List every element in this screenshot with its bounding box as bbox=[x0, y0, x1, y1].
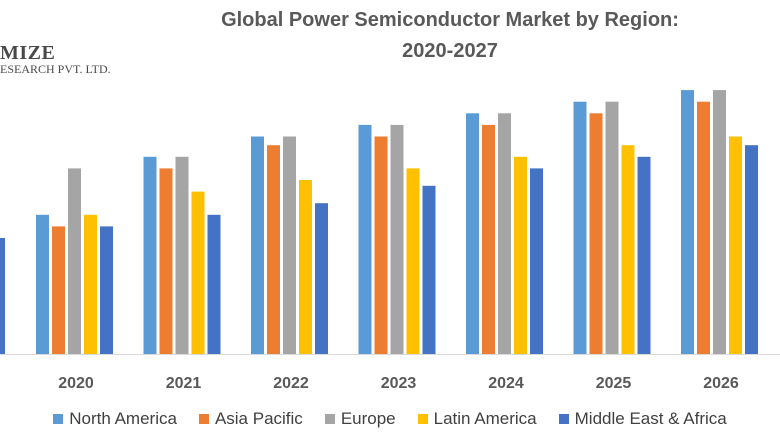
bar-2022-north-america bbox=[251, 136, 264, 354]
legend-item: Europe bbox=[324, 409, 396, 429]
bar-2022-asia-pacific bbox=[267, 145, 280, 354]
bar-2022-latin-america bbox=[299, 180, 312, 354]
bar-2021-asia-pacific bbox=[159, 168, 173, 354]
x-tick-label: 2023 bbox=[381, 375, 417, 392]
bar-2025-north-america bbox=[573, 101, 587, 354]
logo-subtitle: ESEARCH PVT. LTD. bbox=[0, 62, 111, 76]
x-tick-label: 2021 bbox=[166, 375, 202, 392]
legend-label: Latin America bbox=[433, 409, 537, 428]
legend-swatch bbox=[417, 414, 428, 424]
bar-partial-middle-east-africa bbox=[0, 238, 5, 354]
x-tick-label: 2026 bbox=[703, 375, 739, 392]
bar-2020-asia-pacific bbox=[52, 226, 65, 354]
chart-title: Global Power Semiconductor Market by Reg… bbox=[221, 9, 679, 62]
bar-2022-middle-east-africa bbox=[315, 203, 328, 354]
bar-2024-asia-pacific bbox=[482, 124, 495, 355]
bar-2023-middle-east-africa bbox=[422, 185, 436, 354]
bar-2021-north-america bbox=[143, 156, 157, 354]
bar-2023-europe bbox=[390, 124, 404, 355]
bar-2023-asia-pacific bbox=[374, 136, 388, 354]
bar-2023-latin-america bbox=[406, 168, 420, 354]
x-tick-label: 2024 bbox=[488, 375, 524, 392]
bar-2025-latin-america bbox=[621, 145, 635, 354]
x-tick-label: 2025 bbox=[596, 375, 632, 392]
legend-swatch bbox=[53, 414, 64, 424]
bar-2021-middle-east-africa bbox=[207, 214, 221, 354]
bar-2025-middle-east-africa bbox=[637, 156, 651, 354]
x-tick-label: 2022 bbox=[273, 375, 309, 392]
bar-2026-north-america bbox=[681, 90, 694, 354]
x-tick-label: 2020 bbox=[58, 375, 94, 392]
bar-2021-europe bbox=[175, 156, 189, 354]
bar-2020-north-america bbox=[36, 214, 49, 354]
bar-2025-europe bbox=[605, 101, 619, 354]
bar-2026-europe bbox=[713, 90, 726, 354]
legend-label: Middle East & Africa bbox=[574, 409, 727, 428]
bar-2022-europe bbox=[283, 136, 296, 354]
bar-2026-latin-america bbox=[729, 136, 742, 354]
legend-item: Middle East & Africa bbox=[558, 409, 727, 429]
company-logo: MIZE ESEARCH PVT. LTD. bbox=[0, 40, 120, 80]
bar-2024-north-america bbox=[466, 113, 479, 354]
bar-2026-asia-pacific bbox=[697, 101, 710, 354]
bar-2024-latin-america bbox=[514, 156, 527, 354]
bar-2020-europe bbox=[68, 168, 81, 354]
bar-2023-north-america bbox=[358, 124, 372, 355]
legend-swatch bbox=[558, 414, 569, 424]
legend-label: Europe bbox=[340, 409, 396, 428]
bar-2020-middle-east-africa bbox=[100, 226, 113, 354]
bar-2024-middle-east-africa bbox=[530, 168, 543, 354]
legend-swatch bbox=[324, 414, 335, 424]
logo-name: MIZE bbox=[0, 42, 56, 64]
bar-2024-europe bbox=[498, 113, 511, 354]
legend-item: North America bbox=[53, 409, 177, 429]
bar-2025-asia-pacific bbox=[589, 113, 603, 354]
bar-2026-middle-east-africa bbox=[745, 145, 758, 354]
chart-legend: North America Asia Pacific Europe Latin Ame… bbox=[0, 407, 780, 431]
legend-label: Asia Pacific bbox=[214, 409, 303, 428]
bar-2020-latin-america bbox=[84, 214, 97, 354]
bar-2021-latin-america bbox=[191, 191, 205, 354]
legend-item: Latin America bbox=[417, 409, 537, 429]
legend-item: Asia Pacific bbox=[198, 409, 303, 429]
legend-swatch bbox=[198, 414, 209, 424]
legend-label: North America bbox=[69, 409, 177, 428]
